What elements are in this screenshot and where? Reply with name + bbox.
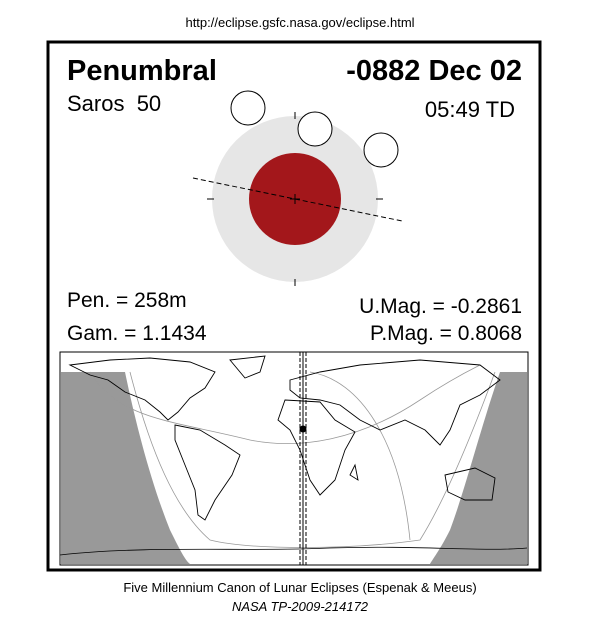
no-visibility-west [61, 372, 190, 564]
antarctica-coast [59, 546, 528, 556]
coastlines [68, 355, 501, 521]
greatest-eclipse-point [299, 425, 307, 433]
penumbral-contact-curve [129, 371, 496, 548]
source-url: http://eclipse.gsfc.nasa.gov/eclipse.htm… [185, 15, 414, 30]
eclipse-type: Penumbral [67, 55, 217, 87]
contact-curve [89, 364, 481, 444]
gamma: Gam. = 1.1434 [67, 322, 207, 345]
world-map [59, 351, 529, 566]
moon-position [297, 111, 333, 147]
contact-curve [309, 371, 411, 541]
umbral-magnitude: U.Mag. = -0.2861 [359, 295, 522, 318]
moon-position [363, 132, 399, 168]
moon-position [230, 90, 266, 126]
saros: Saros 50 [67, 91, 161, 116]
shadow-diagram [192, 90, 403, 286]
canon-credit: Five Millennium Canon of Lunar Eclipses … [123, 580, 476, 595]
penumbral-duration: Pen. = 258m [67, 289, 187, 312]
time: 05:49 TD [425, 97, 515, 122]
penumbral-magnitude: P.Mag. = 0.8068 [370, 322, 522, 345]
eclipse-date: -0882 Dec 02 [346, 55, 522, 87]
no-visibility-east [430, 372, 527, 564]
publication: NASA TP-2009-214172 [232, 599, 369, 614]
